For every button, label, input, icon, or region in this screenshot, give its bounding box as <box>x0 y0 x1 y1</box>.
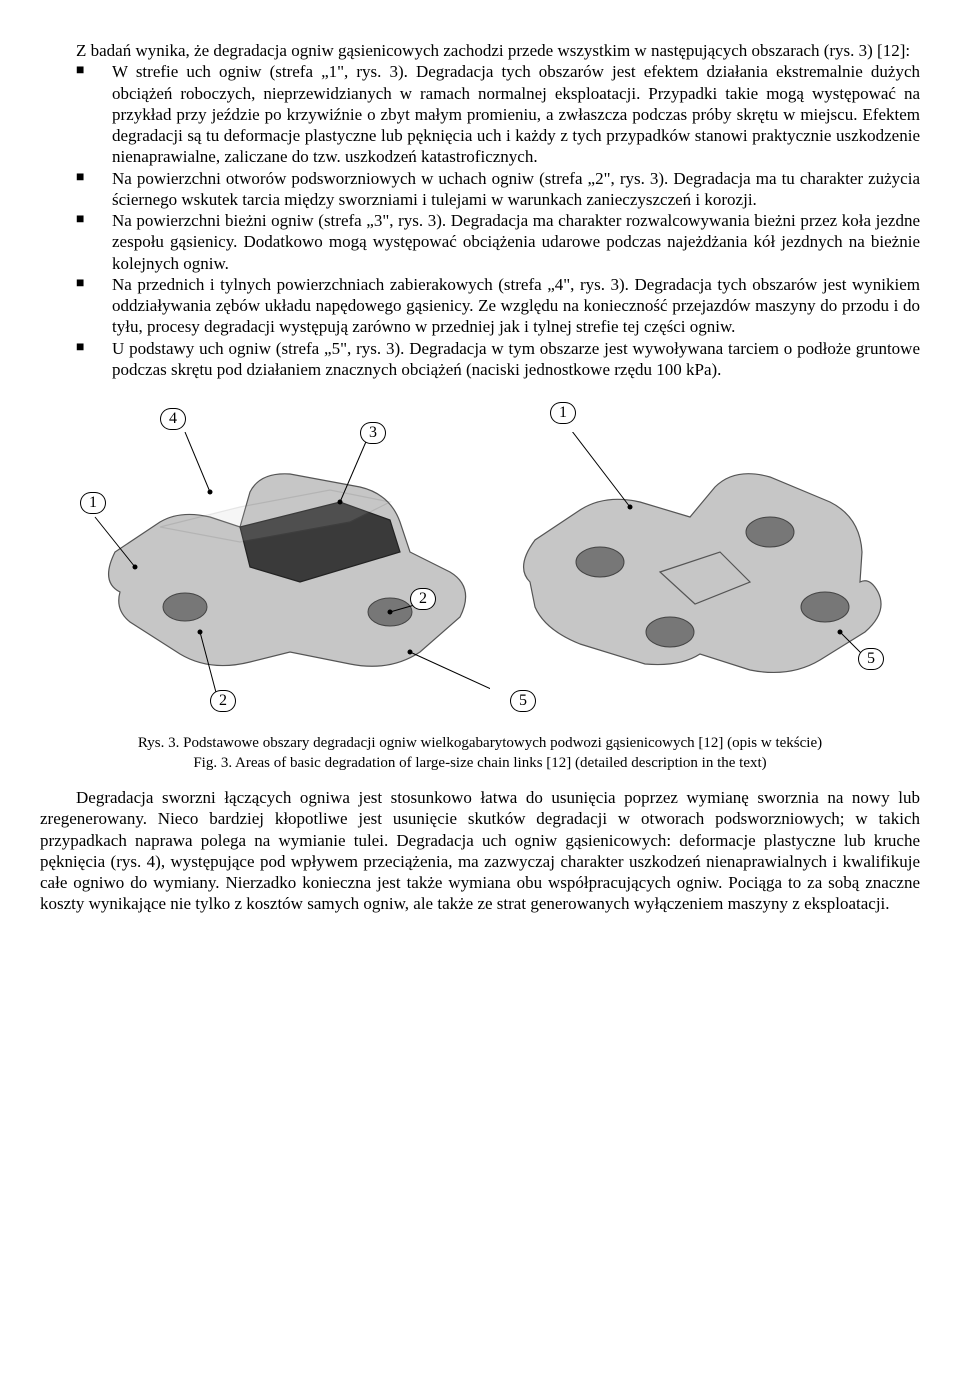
callout-label: 4 <box>160 408 186 430</box>
bullet-text: U podstawy uch ogniw (strefa „5", rys. 3… <box>112 339 920 379</box>
callout-label: 5 <box>510 690 536 712</box>
list-item: Na powierzchni bieżni ogniw (strefa „3",… <box>76 210 920 274</box>
chain-link-right-icon <box>510 432 890 712</box>
caption-pl: Rys. 3. Podstawowe obszary degradacji og… <box>138 735 822 751</box>
figure-canvas: 4 3 1 2 2 5 1 5 <box>70 392 890 732</box>
caption-en: Fig. 3. Areas of basic degradation of la… <box>193 755 766 771</box>
list-item: Na przednich i tylnych powierzchniach za… <box>76 274 920 338</box>
callout-label: 1 <box>550 402 576 424</box>
bullet-text: W strefie uch ogniw (strefa „1", rys. 3)… <box>112 62 920 166</box>
bullet-text: Na powierzchni otworów podsworzniowych w… <box>112 169 920 209</box>
bullet-list: W strefie uch ogniw (strefa „1", rys. 3)… <box>76 61 920 380</box>
body-paragraph: Degradacja sworzni łączących ogniwa jest… <box>40 787 920 915</box>
callout-label: 1 <box>80 492 106 514</box>
list-item: Na powierzchni otworów podsworzniowych w… <box>76 168 920 211</box>
figure-3: 4 3 1 2 2 5 1 5 Rys. 3. Podstawowe obsza… <box>40 392 920 773</box>
list-item: U podstawy uch ogniw (strefa „5", rys. 3… <box>76 338 920 381</box>
callout-label: 5 <box>858 648 884 670</box>
list-item: W strefie uch ogniw (strefa „1", rys. 3)… <box>76 61 920 167</box>
callout-label: 3 <box>360 422 386 444</box>
figure-caption: Rys. 3. Podstawowe obszary degradacji og… <box>40 734 920 773</box>
callout-label: 2 <box>210 690 236 712</box>
bullet-text: Na przednich i tylnych powierzchniach za… <box>112 275 920 337</box>
callout-label: 2 <box>410 588 436 610</box>
chain-link-left-icon <box>90 432 490 712</box>
intro-text: Z badań wynika, że degradacja ogniw gąsi… <box>40 40 920 61</box>
bullet-text: Na powierzchni bieżni ogniw (strefa „3",… <box>112 211 920 273</box>
